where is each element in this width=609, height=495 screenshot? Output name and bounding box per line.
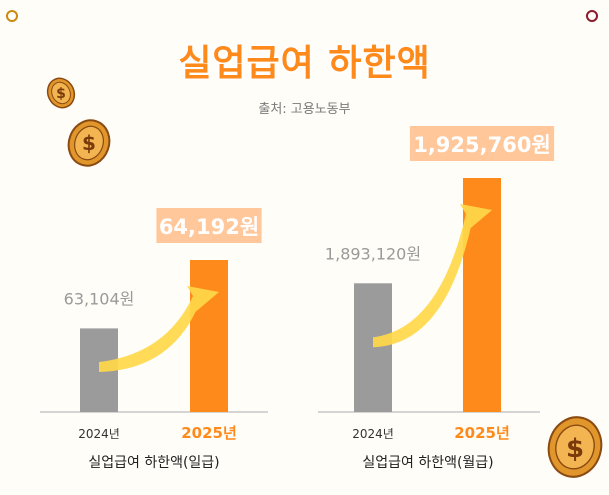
chart-caption: 실업급여 하한액(일급) (88, 455, 219, 471)
page-title: 실업급여 하한액 (178, 43, 431, 84)
svg-text:$: $ (566, 434, 584, 464)
growth-arrow (99, 286, 219, 373)
bar-2025년 (190, 260, 228, 412)
category-label: 2024년 (352, 427, 394, 441)
value-label: 1,925,760원 (413, 133, 551, 157)
value-label: 63,104원 (64, 289, 135, 308)
svg-text:$: $ (82, 131, 96, 155)
bar-2024년 (354, 283, 392, 412)
growth-arrow (373, 204, 492, 348)
chart-caption: 실업급여 하한액(월급) (362, 455, 493, 471)
coin-icon: $ (67, 119, 111, 167)
value-label: 1,893,120원 (325, 244, 421, 263)
coin-icon: $ (547, 416, 603, 478)
corner-ring-left (6, 10, 18, 22)
category-label: 2025년 (454, 424, 510, 442)
coin-icon: $ (46, 77, 76, 109)
value-label-box (409, 126, 555, 161)
svg-text:$: $ (56, 86, 66, 102)
value-label: 64,192원 (159, 215, 259, 239)
source-note: 출처: 고용노동부 (258, 102, 351, 117)
category-label: 2024년 (78, 427, 120, 441)
category-label: 2025년 (181, 424, 237, 442)
value-label-box (156, 208, 262, 243)
corner-ring-right (586, 10, 598, 22)
